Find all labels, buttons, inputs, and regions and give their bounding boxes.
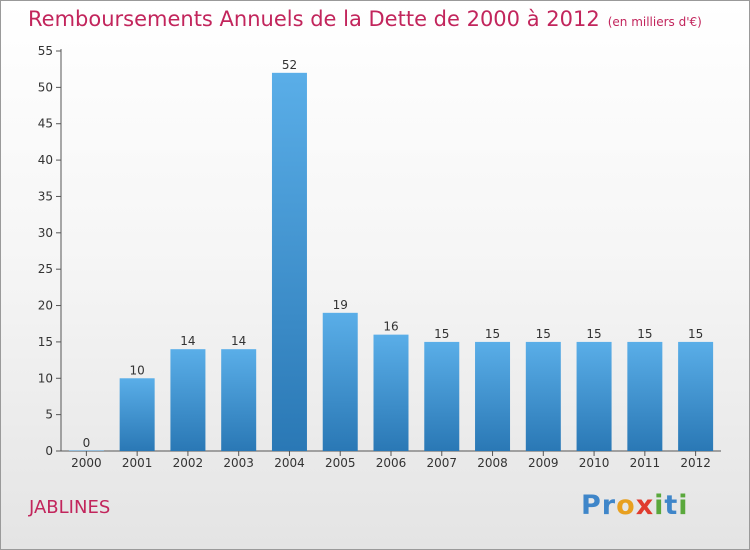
y-tick-label: 40 bbox=[38, 153, 53, 167]
x-tick-label: 2011 bbox=[630, 456, 661, 470]
x-tick-label: 2007 bbox=[426, 456, 457, 470]
bar-value-label: 14 bbox=[231, 334, 246, 348]
y-tick-label: 45 bbox=[38, 117, 53, 131]
bar-value-label: 15 bbox=[586, 327, 601, 341]
bar bbox=[170, 349, 206, 451]
bar bbox=[576, 341, 612, 451]
bar bbox=[373, 334, 409, 451]
bar-value-label: 52 bbox=[282, 58, 297, 72]
bar-value-label: 15 bbox=[536, 327, 551, 341]
x-tick-label: 2012 bbox=[680, 456, 711, 470]
x-tick-label: 2005 bbox=[325, 456, 356, 470]
x-tick-label: 2008 bbox=[477, 456, 508, 470]
bar-value-label: 14 bbox=[180, 334, 195, 348]
bar-value-label: 15 bbox=[637, 327, 652, 341]
x-tick-label: 2010 bbox=[579, 456, 610, 470]
bar bbox=[525, 341, 561, 451]
x-tick-label: 2001 bbox=[122, 456, 153, 470]
bar bbox=[627, 341, 663, 451]
y-tick-label: 55 bbox=[38, 44, 53, 58]
y-tick-label: 50 bbox=[38, 80, 53, 94]
x-tick-label: 2009 bbox=[528, 456, 559, 470]
bar bbox=[221, 349, 257, 451]
y-tick-label: 5 bbox=[45, 408, 53, 422]
y-tick-label: 20 bbox=[38, 299, 53, 313]
bar-value-label: 15 bbox=[485, 327, 500, 341]
y-tick-label: 30 bbox=[38, 226, 53, 240]
x-tick-label: 2006 bbox=[376, 456, 407, 470]
bar-value-label: 15 bbox=[688, 327, 703, 341]
bar bbox=[475, 341, 511, 451]
y-tick-label: 25 bbox=[38, 262, 53, 276]
bar-value-label: 15 bbox=[434, 327, 449, 341]
x-tick-label: 2000 bbox=[71, 456, 102, 470]
chart-title: Remboursements Annuels de la Dette de 20… bbox=[28, 7, 702, 31]
bar bbox=[678, 341, 714, 451]
y-tick-label: 10 bbox=[38, 371, 53, 385]
bar-value-label: 16 bbox=[383, 320, 398, 334]
y-tick-label: 35 bbox=[38, 189, 53, 203]
bar bbox=[424, 341, 460, 451]
y-tick-label: 15 bbox=[38, 335, 53, 349]
chart-title-text: Remboursements Annuels de la Dette de 20… bbox=[28, 7, 600, 31]
y-tick-label: 0 bbox=[45, 444, 53, 458]
bar-value-label: 19 bbox=[333, 298, 348, 312]
bar bbox=[119, 378, 155, 451]
bar-value-label: 0 bbox=[83, 436, 91, 450]
commune-name: JABLINES bbox=[29, 497, 111, 518]
chart-unit: (en milliers d'€) bbox=[607, 15, 702, 29]
bar bbox=[271, 72, 307, 452]
x-tick-label: 2004 bbox=[274, 456, 305, 470]
bar-value-label: 10 bbox=[130, 363, 145, 377]
x-tick-label: 2002 bbox=[173, 456, 204, 470]
proxiti-logo: Proxiti bbox=[581, 490, 689, 521]
bar bbox=[322, 312, 358, 451]
bar bbox=[68, 450, 104, 451]
x-tick-label: 2003 bbox=[223, 456, 254, 470]
